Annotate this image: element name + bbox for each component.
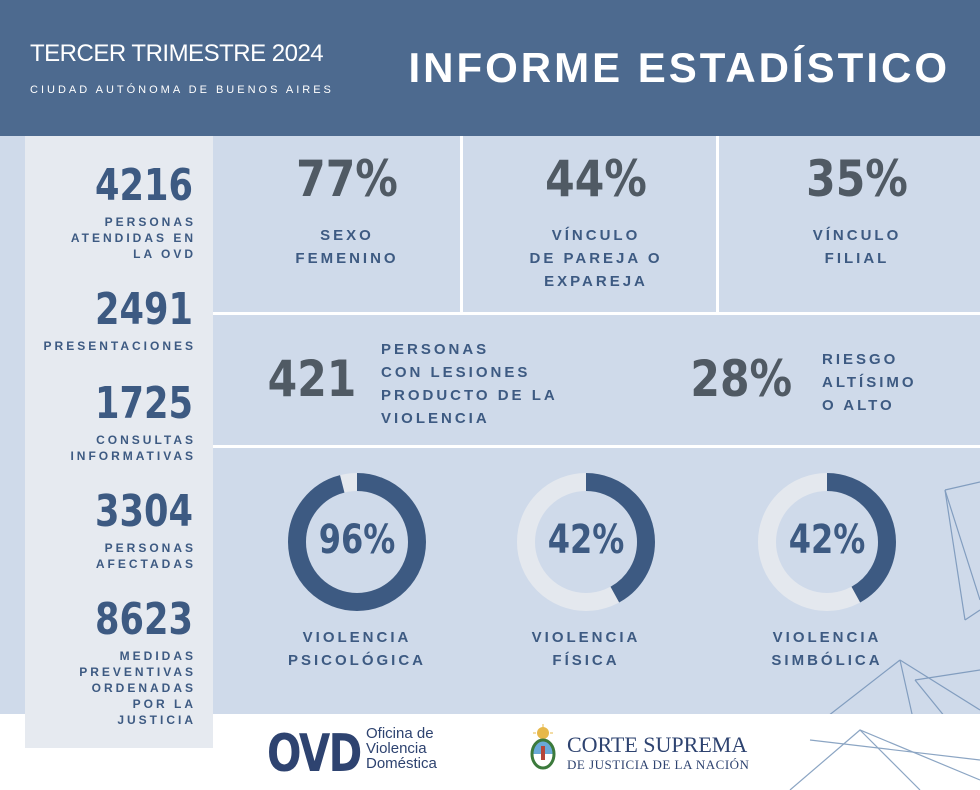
stat-value: 2491 <box>95 284 193 335</box>
divider <box>213 445 980 448</box>
stat-label: SEXO FEMENINO <box>295 227 399 267</box>
stat-medidas: 8623 MEDIDAS PREVENTIVAS ORDENADAS POR L… <box>25 596 213 728</box>
stat-value: 77% <box>296 150 398 208</box>
coat-of-arms-icon <box>530 724 556 770</box>
stat-label: PRESENTACIONES <box>43 339 196 353</box>
geometric-decoration <box>789 729 980 790</box>
stat-label: RIESGO ALTÍSIMO O ALTO <box>822 351 917 414</box>
stat-value: 28% <box>690 350 793 408</box>
stat-label: VIOLENCIA SIMBÓLICA <box>771 629 883 669</box>
ring-value: 42% <box>547 517 625 563</box>
stat-consultas: 1725 CONSULTAS INFORMATIVAS <box>25 380 213 464</box>
stat-label: VIOLENCIA FÍSICA <box>531 629 641 669</box>
stat-label: PERSONAS AFECTADAS <box>95 541 196 571</box>
ring-progress <box>288 473 426 611</box>
stat-value: 4216 <box>95 160 193 211</box>
court-subtitle: DE JUSTICIA DE LA NACIÓN <box>567 757 750 772</box>
stat-label: VIOLENCIA PSICOLÓGICA <box>287 629 426 669</box>
donut-ring <box>758 473 896 611</box>
divider <box>716 136 719 312</box>
divider <box>460 136 463 312</box>
stat-value: 8623 <box>95 594 193 645</box>
court-name: CORTE SUPREMA <box>567 732 748 757</box>
report-period: TERCER TRIMESTRE 2024 <box>30 40 324 67</box>
stat-label: CONSULTAS INFORMATIVAS <box>70 433 196 463</box>
stat-presentaciones: 2491 PRESENTACIONES <box>25 286 213 354</box>
divider <box>213 312 980 315</box>
ring-progress <box>517 473 655 611</box>
ovd-name: Oficina de Violencia Doméstica <box>366 725 437 772</box>
sidebar: 4216 PERSONAS ATENDIDAS EN LA OVD 2491 P… <box>25 136 213 748</box>
header-banner: TERCER TRIMESTRE 2024 CIUDAD AUTÓNOMA DE… <box>0 0 980 136</box>
footer <box>213 714 980 790</box>
ovd-logo: OVD <box>267 724 362 784</box>
stat-value: 1725 <box>95 378 193 429</box>
stat-value: 44% <box>545 150 647 208</box>
stat-value: 3304 <box>95 486 193 537</box>
stat-label: VÍNCULO DE PAREJA O EXPAREJA <box>529 227 663 290</box>
stat-label: PERSONAS ATENDIDAS EN LA OVD <box>70 215 196 261</box>
stat-label: VÍNCULO FILIAL <box>812 227 902 267</box>
donut-ring <box>288 473 426 611</box>
stat-personas-afectadas: 3304 PERSONAS AFECTADAS <box>25 488 213 572</box>
ring-value: 96% <box>318 517 396 563</box>
ring-value: 42% <box>788 517 866 563</box>
stat-personas-atendidas: 4216 PERSONAS ATENDIDAS EN LA OVD <box>25 162 213 262</box>
stat-value: 35% <box>806 150 908 208</box>
stat-label: PERSONAS CON LESIONES PRODUCTO DE LA VIO… <box>381 341 558 427</box>
report-title: INFORME ESTADÍSTICO <box>408 44 950 91</box>
stat-label: MEDIDAS PREVENTIVAS ORDENADAS POR LA JUS… <box>79 649 196 727</box>
report-city: CIUDAD AUTÓNOMA DE BUENOS AIRES <box>30 84 334 96</box>
stat-value: 421 <box>267 350 357 408</box>
ring-progress <box>758 473 896 611</box>
donut-ring <box>517 473 655 611</box>
